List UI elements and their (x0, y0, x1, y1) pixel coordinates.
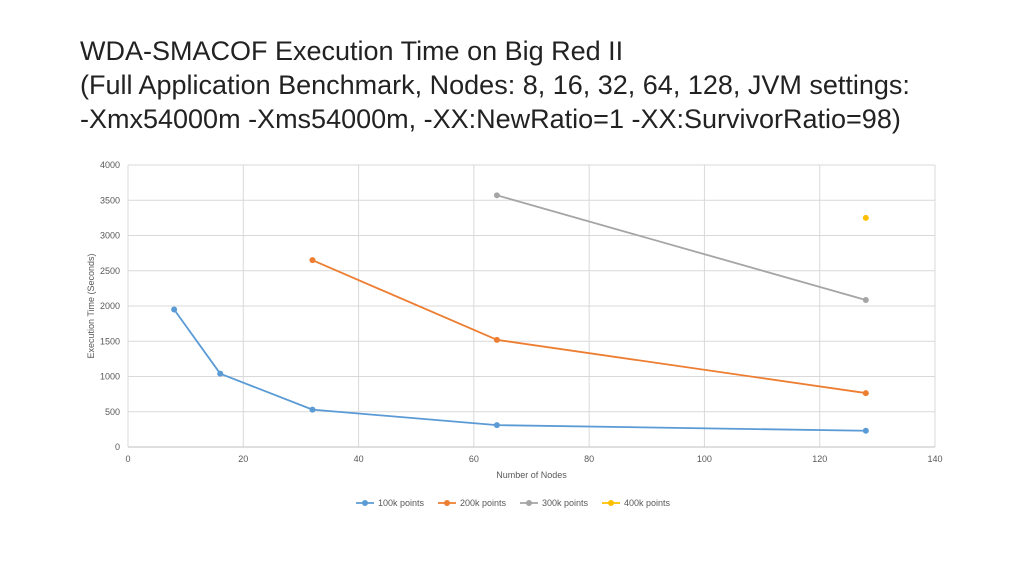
series (171, 192, 869, 434)
legend-marker (526, 500, 532, 506)
data-point (862, 214, 869, 221)
x-tick-label: 120 (812, 454, 827, 464)
title-line-1: WDA-SMACOF Execution Time on Big Red II (80, 36, 624, 66)
y-tick-label: 1000 (100, 372, 120, 382)
legend-item: 200k points (438, 498, 507, 508)
data-point (309, 406, 316, 413)
series-3 (862, 214, 869, 221)
data-point (493, 336, 500, 343)
legend-item: 300k points (520, 498, 589, 508)
legend-marker (362, 500, 368, 506)
y-tick-label: 1500 (100, 336, 120, 346)
y-tick-label: 2000 (100, 301, 120, 311)
series-0 (171, 306, 869, 434)
legend-label: 300k points (542, 498, 589, 508)
legend: 100k points 200k points 300k points 400k po… (356, 498, 671, 508)
data-point (493, 422, 500, 429)
title-line-3: -Xmx54000m -Xms54000m, -XX:NewRatio=1 -X… (80, 104, 901, 134)
data-point (171, 306, 178, 313)
data-point (309, 257, 316, 264)
legend-marker (608, 500, 614, 506)
legend-marker (444, 500, 450, 506)
legend-item: 100k points (356, 498, 425, 508)
x-tick-label: 140 (927, 454, 942, 464)
data-point (862, 427, 869, 434)
series-1 (309, 257, 869, 397)
legend-item: 400k points (602, 498, 671, 508)
y-tick-label: 3500 (100, 195, 120, 205)
y-tick-label: 4000 (100, 160, 120, 170)
y-tick-label: 2500 (100, 266, 120, 276)
x-tick-label: 40 (354, 454, 364, 464)
x-tick-label: 0 (125, 454, 130, 464)
data-point (493, 192, 500, 199)
x-tick-label: 80 (584, 454, 594, 464)
series-line (173, 308, 866, 432)
legend-label: 200k points (460, 498, 507, 508)
series-line (496, 194, 867, 301)
x-tick-label: 20 (238, 454, 248, 464)
y-tick-label: 500 (105, 407, 120, 417)
x-axis-title: Number of Nodes (496, 470, 567, 480)
legend-label: 100k points (378, 498, 425, 508)
x-tick-label: 60 (469, 454, 479, 464)
data-point (217, 370, 224, 377)
axes: 0 500 1000 1500 2000 2500 3000 3500 4000 0 20 40 60 8… (100, 160, 943, 464)
gridlines (127, 164, 936, 448)
y-tick-label: 0 (115, 442, 120, 452)
y-axis-title: Execution Time (Seconds) (86, 253, 96, 358)
y-tick-label: 3000 (100, 231, 120, 241)
series-2 (493, 192, 869, 304)
slide-title: WDA-SMACOF Execution Time on Big Red II … (80, 34, 1000, 136)
title-line-2: (Full Application Benchmark, Nodes: 8, 1… (80, 70, 910, 100)
x-tick-label: 100 (697, 454, 712, 464)
data-point (862, 297, 869, 304)
data-point (862, 390, 869, 397)
legend-label: 400k points (624, 498, 671, 508)
